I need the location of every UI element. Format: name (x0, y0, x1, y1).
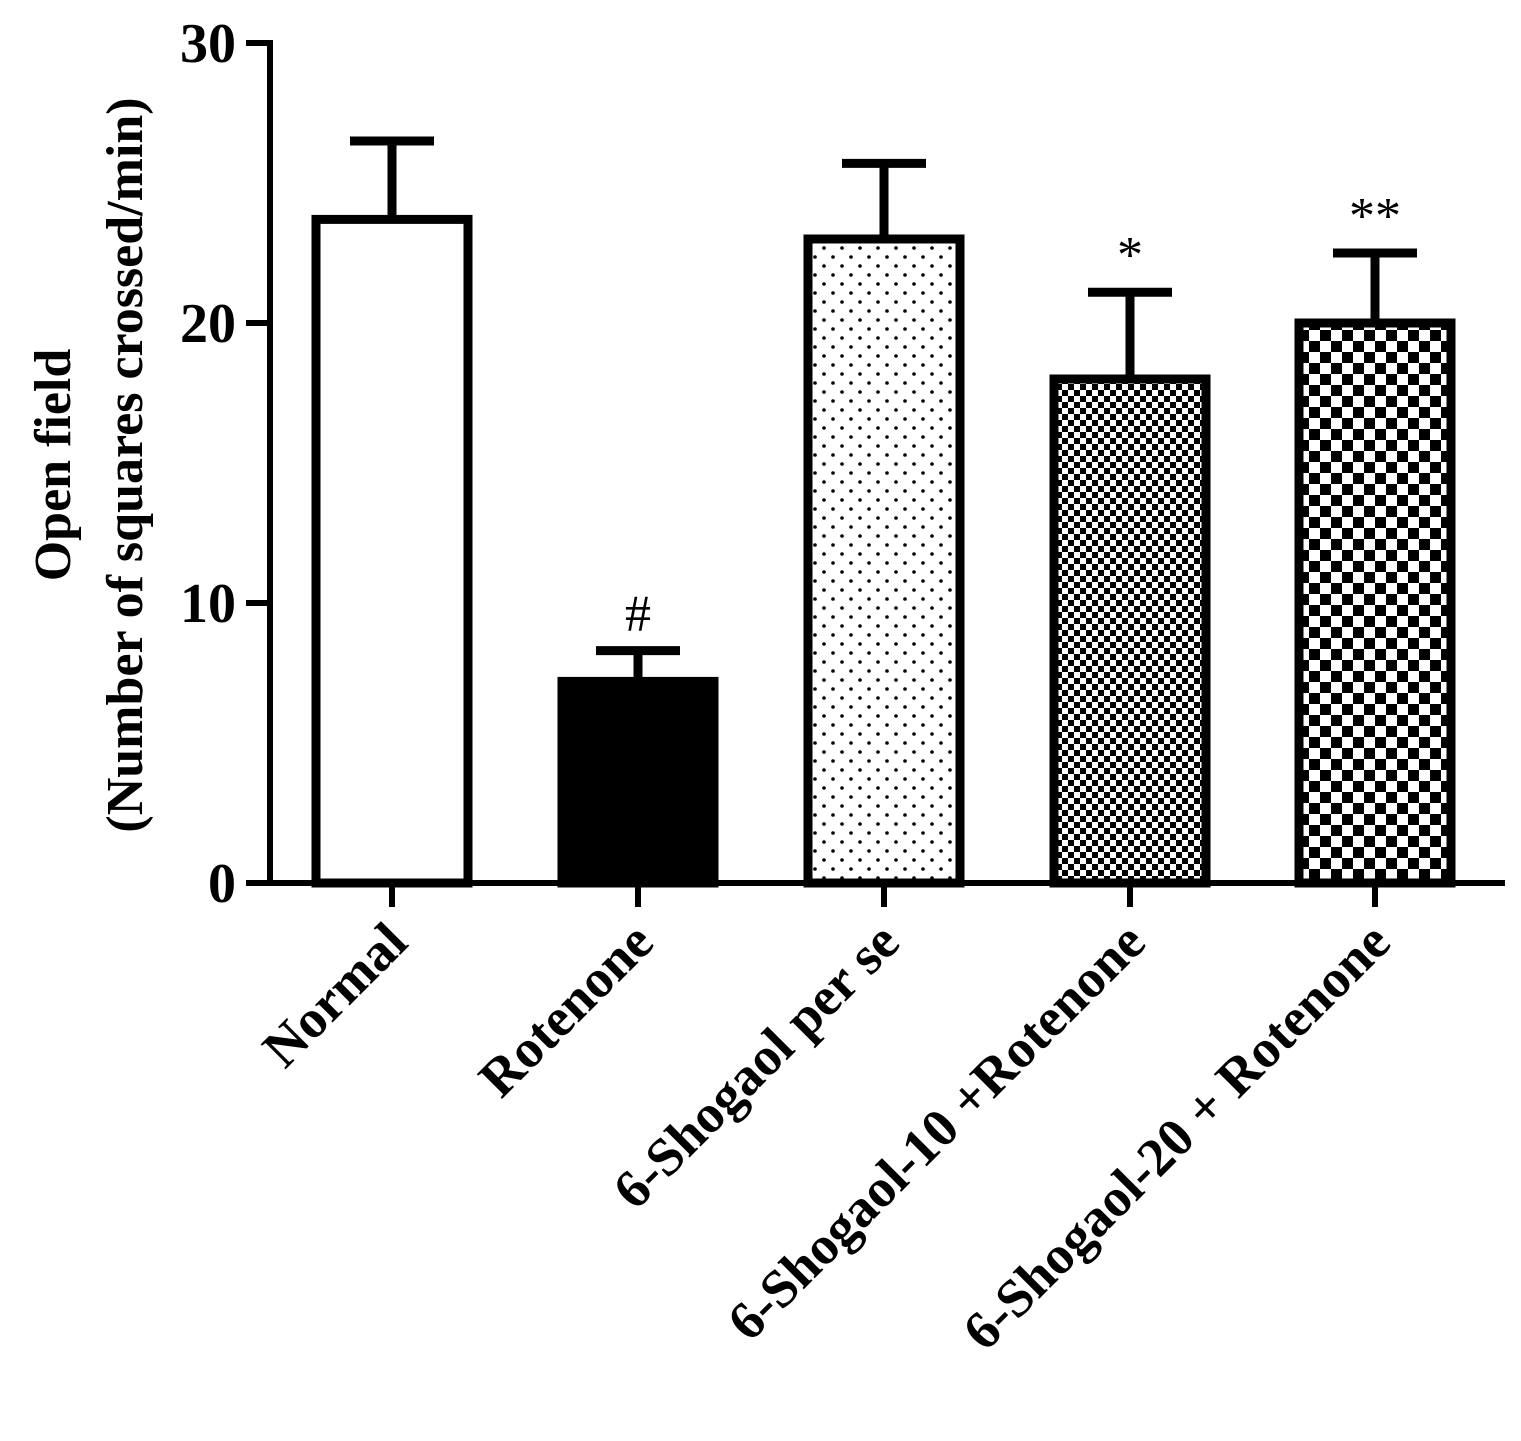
significance-label-rotenone: # (625, 586, 651, 643)
x-tick-label-normal: Normal (251, 911, 419, 1079)
y-tick-label-0: 0 (208, 853, 236, 915)
y-axis-title-line1: Open field (25, 349, 82, 582)
y-tick-label-10: 10 (180, 573, 236, 635)
y-axis-title-line2: (Number of squares crossed/min) (97, 97, 154, 832)
bar-6-shogaol-10-rotenone (1049, 374, 1211, 888)
bar-6-shogaol-per-se (803, 234, 965, 888)
significance-label-6-shogaol-10-rotenone: * (1117, 227, 1143, 284)
axes-layer (246, 40, 1505, 907)
x-tick-label-6-shogaol-10-rotenone: 6-Shogaol-10 +Rotenone (716, 911, 1157, 1352)
bar-6-shogaol-20-rotenone (1294, 318, 1456, 888)
bars-layer (311, 136, 1456, 888)
significance-label-6-shogaol-20-rotenone: ** (1349, 188, 1401, 245)
bar-normal (311, 214, 473, 888)
y-tick-label-20: 20 (180, 293, 236, 355)
bar-rotenone (557, 676, 719, 888)
x-tick-label-rotenone: Rotenone (467, 911, 664, 1108)
x-tick-label-6-shogaol-20-rotenone: 6-Shogaol-20 + Rotenone (951, 911, 1401, 1361)
y-tick-label-30: 30 (180, 13, 236, 75)
y-axis-title: Open field (Number of squares crossed/mi… (25, 97, 154, 832)
